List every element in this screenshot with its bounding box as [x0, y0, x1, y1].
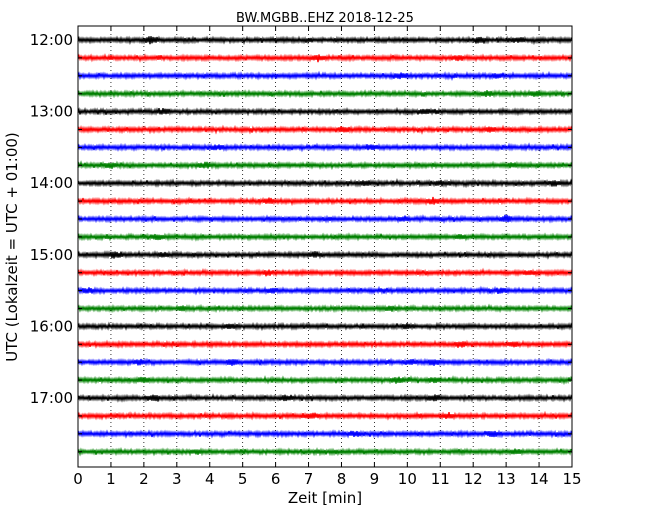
- x-tick-label: 0: [73, 470, 83, 488]
- x-tick-label: 12: [464, 470, 483, 488]
- y-tick-label: 14:00: [30, 174, 73, 192]
- x-tick-label: 11: [431, 470, 450, 488]
- seismic-trace: [77, 393, 573, 403]
- x-tick-label: 7: [304, 470, 314, 488]
- seismic-trace: [77, 106, 573, 117]
- x-tick-label: 2: [139, 470, 149, 488]
- seismic-trace: [77, 214, 573, 224]
- x-tick-label: 15: [562, 470, 581, 488]
- seismic-trace: [77, 375, 573, 386]
- x-tick-label: 8: [337, 470, 347, 488]
- seismic-trace: [77, 321, 573, 332]
- seismic-trace: [77, 35, 573, 46]
- y-tick-label: 12:00: [30, 31, 73, 49]
- x-tick-label: 6: [271, 470, 281, 488]
- seismic-trace: [77, 89, 573, 99]
- seismic-trace: [77, 196, 573, 207]
- seismic-trace: [77, 249, 573, 260]
- seismic-trace: [77, 232, 573, 242]
- seismic-trace: [77, 142, 573, 153]
- plot-frame: [77, 25, 573, 468]
- seismic-trace: [77, 303, 573, 314]
- seismic-trace: [77, 446, 573, 457]
- y-axis-label: UTC (Lokalzeit = UTC + 01:00): [3, 132, 21, 362]
- seismic-trace: [77, 70, 573, 81]
- seismic-trace: [77, 160, 573, 171]
- y-tick-label: 13:00: [30, 103, 73, 121]
- x-tick-label: 9: [370, 470, 380, 488]
- x-tick-label: 4: [205, 470, 215, 488]
- x-tick-label: 5: [238, 470, 248, 488]
- seismic-trace: [77, 429, 573, 439]
- y-tick-label: 16:00: [30, 317, 73, 335]
- seismic-trace: [77, 124, 573, 135]
- x-axis-label: Zeit [min]: [287, 489, 363, 507]
- seismic-trace: [77, 410, 573, 421]
- seismic-trace: [77, 178, 573, 189]
- seismic-trace: [77, 53, 573, 63]
- x-tick-label: 1: [106, 470, 116, 488]
- x-tick-label: 14: [530, 470, 549, 488]
- chart-title: BW.MGBB..EHZ 2018-12-25: [236, 11, 414, 26]
- y-tick-label: 15:00: [30, 246, 73, 264]
- x-tick-label: 13: [497, 470, 516, 488]
- seismic-trace: [77, 357, 573, 367]
- y-tick-label: 17:00: [30, 389, 73, 407]
- seismic-trace: [77, 267, 573, 278]
- x-tick-label: 10: [398, 470, 417, 488]
- seismic-trace: [77, 339, 573, 349]
- seismic-trace: [77, 285, 573, 296]
- x-tick-label: 3: [172, 470, 182, 488]
